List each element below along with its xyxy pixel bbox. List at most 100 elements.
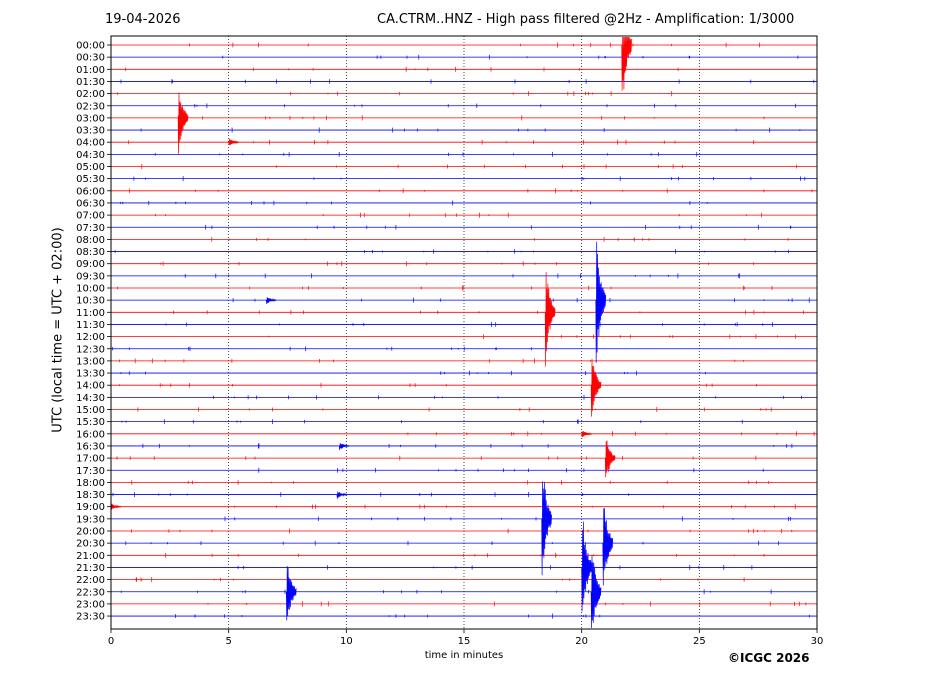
y-tick-label: 12:00 bbox=[76, 332, 105, 343]
trace-noise bbox=[189, 42, 760, 48]
trace-noise bbox=[211, 236, 789, 242]
trace-noise bbox=[407, 431, 815, 437]
y-tick-label: 13:00 bbox=[76, 356, 105, 367]
y-tick-label: 10:00 bbox=[76, 284, 105, 295]
trace-noise bbox=[120, 370, 706, 376]
y-tick-label: 04:30 bbox=[76, 150, 105, 161]
y-tick-label: 08:00 bbox=[76, 235, 105, 246]
x-tick-label: 20 bbox=[575, 636, 588, 647]
trace-noise bbox=[232, 297, 810, 303]
seismic-event bbox=[265, 297, 277, 305]
trace-noise bbox=[175, 613, 810, 619]
y-tick-label: 15:30 bbox=[76, 417, 105, 428]
y-tick-label: 02:00 bbox=[76, 89, 105, 100]
y-tick-label: 01:30 bbox=[76, 77, 105, 88]
y-tick-label: 18:00 bbox=[76, 478, 105, 489]
y-tick-label: 06:00 bbox=[76, 186, 105, 197]
seismic-event bbox=[544, 272, 556, 367]
y-tick-label: 10:30 bbox=[76, 296, 105, 307]
seismic-event bbox=[541, 481, 552, 576]
y-tick-label: 03:00 bbox=[76, 113, 105, 124]
y-tick-label: 01:00 bbox=[76, 65, 105, 76]
trace-noise bbox=[112, 492, 630, 498]
y-tick-label: 07:00 bbox=[76, 211, 105, 222]
x-tick-label: 10 bbox=[340, 636, 353, 647]
y-tick-label: 14:30 bbox=[76, 393, 105, 404]
trace-noise bbox=[117, 285, 773, 291]
y-tick-label: 07:30 bbox=[76, 223, 105, 234]
x-tick-label: 25 bbox=[693, 636, 706, 647]
y-tick-label: 22:30 bbox=[76, 587, 105, 598]
y-tick-label: 05:00 bbox=[76, 162, 105, 173]
trace-noise bbox=[205, 224, 792, 230]
y-tick-label: 17:30 bbox=[76, 466, 105, 477]
x-axis-label: time in minutes bbox=[424, 650, 504, 661]
trace-noise bbox=[155, 212, 762, 218]
y-tick-label: 13:30 bbox=[76, 369, 105, 380]
trace-noise bbox=[177, 115, 765, 121]
vertical-gridlines bbox=[228, 36, 700, 629]
y-tick-label: 04:00 bbox=[76, 138, 105, 149]
trace-noise bbox=[128, 139, 755, 145]
trace-noise bbox=[116, 455, 757, 461]
y-tick-label: 22:00 bbox=[76, 575, 105, 586]
y-tick-label: 16:00 bbox=[76, 429, 105, 440]
y-tick-label: 21:30 bbox=[76, 563, 105, 574]
trace-noise bbox=[212, 394, 802, 400]
y-tick-label: 08:30 bbox=[76, 247, 105, 258]
seismic-event bbox=[604, 440, 616, 478]
trace-noise bbox=[128, 188, 813, 194]
trace-noise bbox=[121, 419, 743, 425]
trace-noise bbox=[131, 480, 769, 485]
seismic-event bbox=[336, 491, 348, 499]
trace-noise bbox=[120, 79, 815, 84]
trace-noise bbox=[234, 504, 796, 510]
y-tick-label: 15:00 bbox=[76, 405, 105, 416]
plot-date: 19-04-2026 bbox=[105, 12, 181, 27]
y-tick-label: 11:30 bbox=[76, 320, 105, 331]
trace-noise bbox=[165, 321, 773, 327]
trace-noise bbox=[173, 309, 804, 315]
trace-noise bbox=[131, 528, 793, 534]
trace-noise bbox=[165, 552, 765, 558]
trace-noise bbox=[141, 163, 798, 170]
y-tick-label: 02:30 bbox=[76, 101, 105, 112]
y-tick-label: 06:30 bbox=[76, 198, 105, 209]
trace-noise bbox=[120, 589, 772, 595]
x-tick-label: 30 bbox=[811, 636, 824, 647]
y-tick-label: 19:30 bbox=[76, 514, 105, 525]
seismic-event bbox=[110, 503, 122, 510]
trace-noise bbox=[140, 127, 801, 133]
seismic-event bbox=[285, 566, 297, 621]
trace-noise bbox=[114, 249, 789, 254]
trace-noise bbox=[116, 91, 673, 97]
y-tick-label: 05:30 bbox=[76, 174, 105, 185]
trace-noise bbox=[268, 334, 796, 339]
trace-noise bbox=[112, 346, 532, 352]
y-tick-label: 00:30 bbox=[76, 53, 105, 64]
seismic-event bbox=[602, 507, 614, 586]
y-tick-label: 23:30 bbox=[76, 612, 105, 623]
seismic-event bbox=[338, 443, 350, 451]
seismic-event bbox=[590, 555, 602, 629]
seismic-traces bbox=[111, 42, 817, 619]
trace-noise bbox=[135, 577, 745, 583]
trace-noise bbox=[119, 358, 745, 364]
trace-noise bbox=[133, 176, 806, 182]
seismic-event bbox=[595, 241, 607, 363]
seismic-event bbox=[621, 36, 632, 91]
y-tick-label: 14:00 bbox=[76, 381, 105, 392]
seismic-event bbox=[581, 521, 592, 612]
y-tick-label: 20:30 bbox=[76, 539, 105, 550]
trace-noise bbox=[125, 540, 779, 546]
y-tick-label: 18:30 bbox=[76, 490, 105, 501]
seismic-event bbox=[228, 138, 239, 146]
y-tick-label: 17:00 bbox=[76, 454, 105, 465]
y-tick-label: 09:00 bbox=[76, 259, 105, 270]
trace-noise bbox=[207, 601, 807, 607]
y-tick-label: 00:00 bbox=[76, 41, 105, 52]
y-tick-label: 03:30 bbox=[76, 126, 105, 137]
y-tick-label: 09:30 bbox=[76, 271, 105, 282]
